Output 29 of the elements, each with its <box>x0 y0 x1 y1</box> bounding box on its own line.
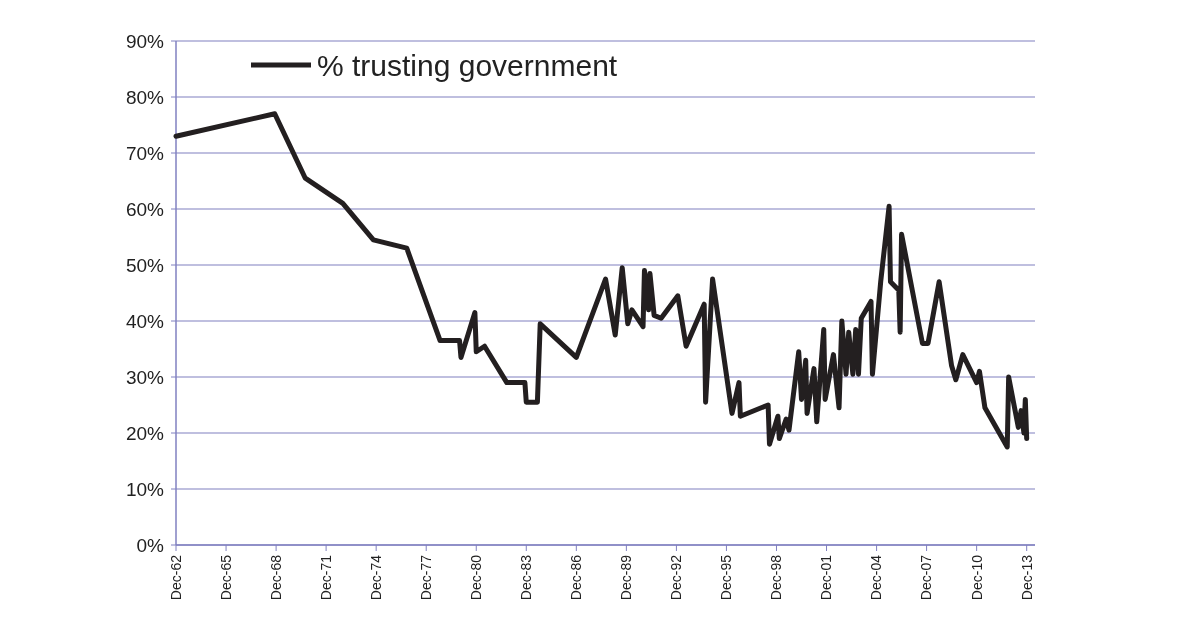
y-tick-label: 80% <box>125 86 165 108</box>
x-tick-label: Dec-62 <box>167 554 184 601</box>
y-tick-label: 20% <box>125 422 165 444</box>
x-tick-label: Dec-65 <box>217 554 234 601</box>
y-tick-label: 90% <box>125 30 165 52</box>
y-tick-label: 70% <box>125 142 165 164</box>
legend-label: % trusting government <box>317 48 618 82</box>
x-tick-label: Dec-77 <box>418 554 435 601</box>
x-tick-label: Dec-04 <box>868 554 885 601</box>
x-tick-label: Dec-01 <box>818 554 835 601</box>
x-tick-label: Dec-89 <box>618 554 635 601</box>
x-tick-label: Dec-10 <box>968 554 985 601</box>
x-tick-label: Dec-98 <box>768 554 785 601</box>
y-tick-label: 40% <box>125 310 165 332</box>
y-tick-label: 30% <box>125 366 165 388</box>
x-tick-label: Dec-13 <box>1018 554 1035 601</box>
x-tick-label: Dec-68 <box>268 554 284 601</box>
y-tick-label: 60% <box>125 198 165 220</box>
x-tick-label: Dec-95 <box>718 554 735 601</box>
y-tick-label: 50% <box>125 254 165 276</box>
x-tick-label: Dec-83 <box>518 554 535 601</box>
x-tick-label: Dec-71 <box>318 554 335 601</box>
y-tick-label: 0% <box>136 534 165 556</box>
x-tick-label: Dec-80 <box>468 554 485 601</box>
x-tick-label: Dec-92 <box>668 554 685 601</box>
x-tick-label: Dec-07 <box>918 554 935 601</box>
y-tick-label: 10% <box>125 478 165 500</box>
x-tick-label: Dec-86 <box>568 554 585 601</box>
x-tick-label: Dec-74 <box>368 554 385 601</box>
